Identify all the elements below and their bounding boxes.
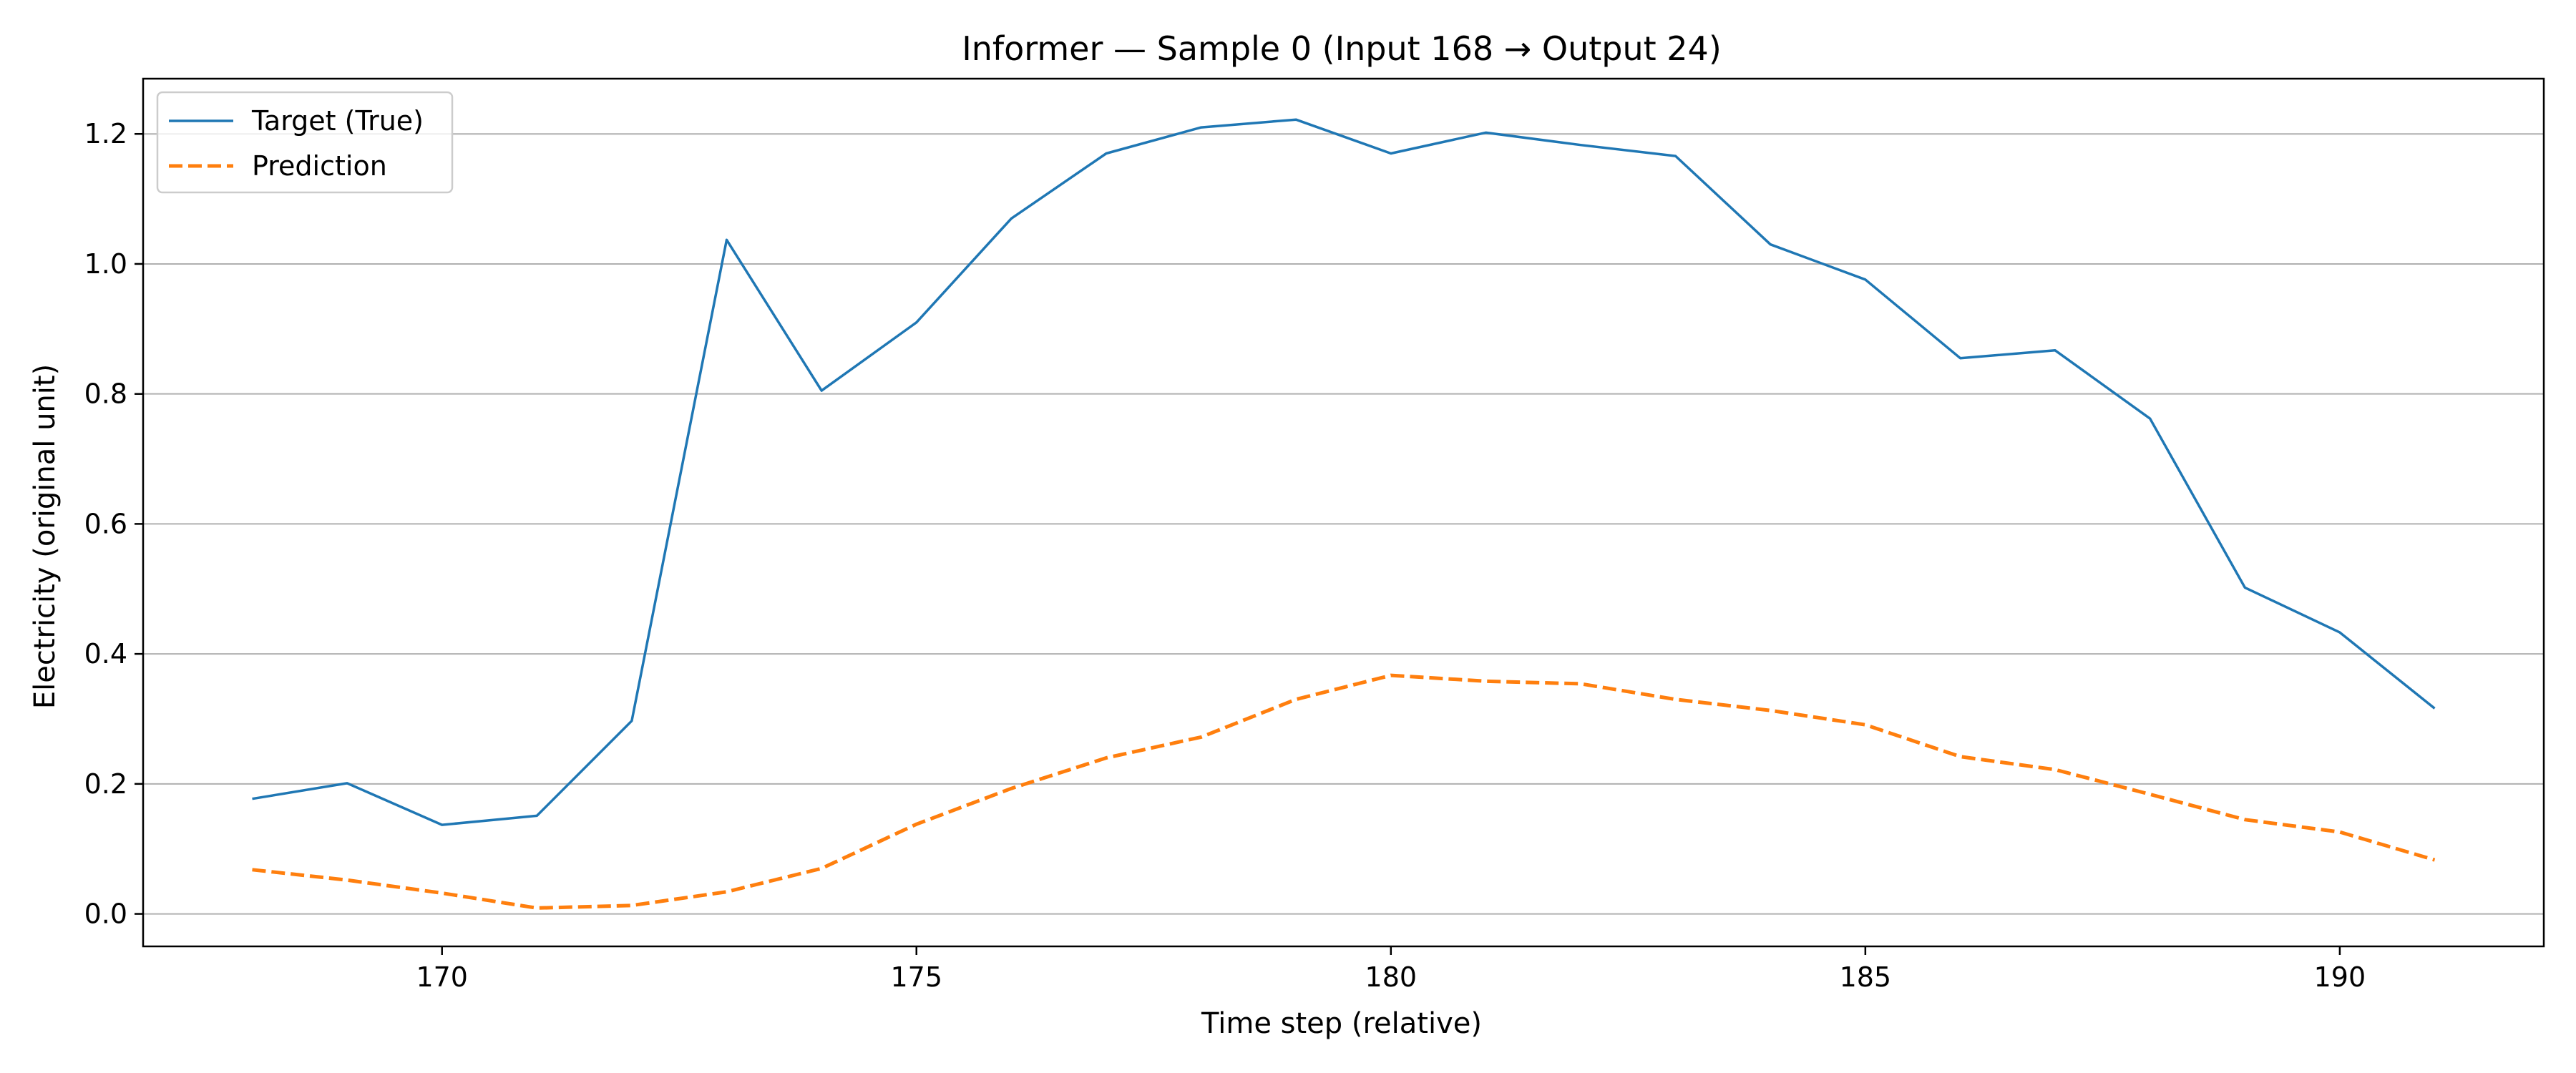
gridlines — [143, 133, 2544, 915]
legend-label-prediction: Prediction — [252, 150, 387, 182]
y-tick-label-1: 0.2 — [84, 768, 127, 800]
series-line-prediction — [252, 673, 2436, 910]
y-tick-label-4: 0.8 — [84, 378, 127, 410]
chart-title: Informer — Sample 0 (Input 168 → Output … — [962, 29, 1722, 68]
x-tick-label-1: 175 — [890, 961, 942, 993]
y-tick-label-0: 0.0 — [84, 898, 127, 930]
x-tick-label-3: 185 — [1840, 961, 1892, 993]
y-tick-label-2: 0.4 — [84, 638, 127, 670]
y-tick-label-3: 0.6 — [84, 508, 127, 539]
legend: Target (True) Prediction — [156, 91, 454, 194]
plot-area-frame — [142, 77, 2545, 948]
series-line-target — [252, 118, 2436, 826]
x-tick-label-4: 190 — [2314, 961, 2366, 993]
y-tick-label-6: 1.2 — [84, 118, 127, 150]
x-tick-label-0: 170 — [416, 961, 468, 993]
legend-label-target: Target (True) — [251, 105, 424, 137]
x-tick-label-2: 180 — [1365, 961, 1418, 993]
x-axis-ticks: 170 175 180 185 190 — [416, 946, 2366, 993]
y-tick-label-5: 1.0 — [84, 248, 127, 280]
y-axis-label: Electricity (original unit) — [29, 364, 62, 709]
x-axis-label: Time step (relative) — [1201, 1007, 1482, 1040]
series-layer — [252, 118, 2436, 910]
y-axis-ticks: 0.0 0.2 0.4 0.6 0.8 1.0 1.2 — [84, 118, 143, 930]
